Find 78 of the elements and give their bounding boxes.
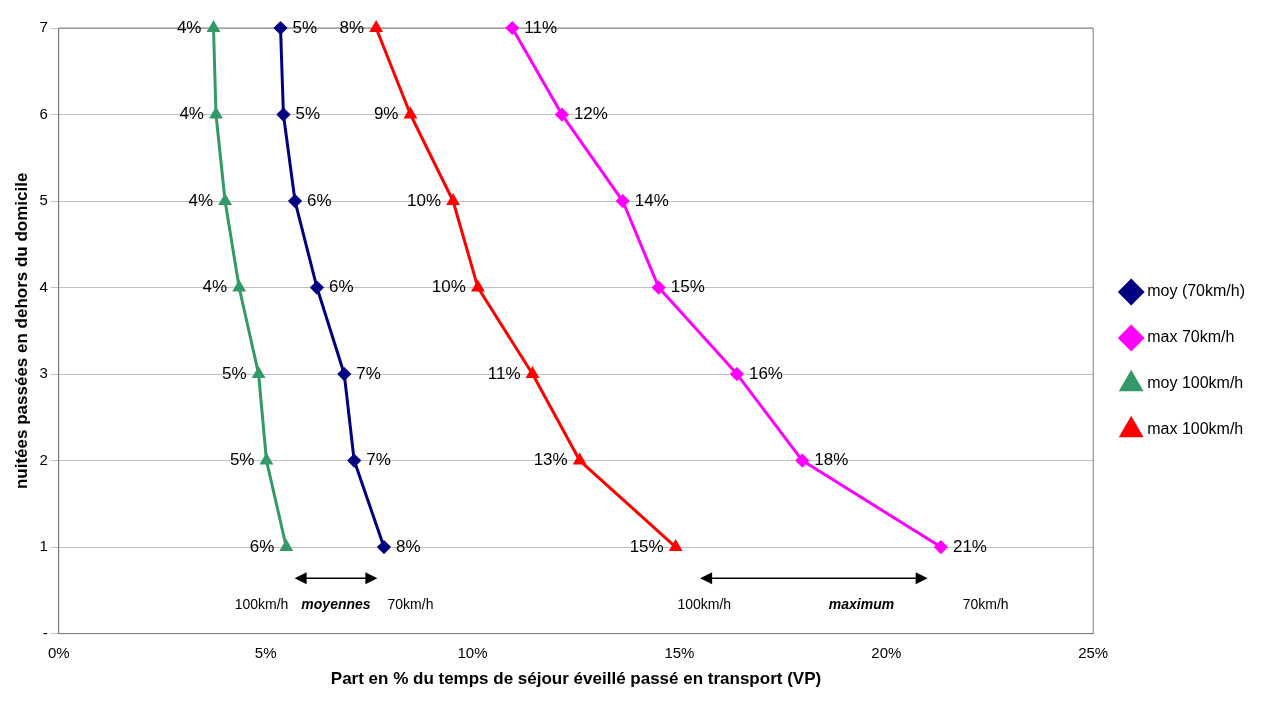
data-label: 6% [328, 277, 354, 297]
y-tick-label: 2 [39, 450, 48, 468]
data-label: 8% [339, 17, 365, 37]
point [616, 194, 630, 208]
y-tick-label: 4 [39, 277, 48, 295]
data-label: 4% [188, 190, 214, 210]
point [795, 454, 809, 468]
x-axis-title: Part en % du temps de séjour éveillé passé en transport (VP) [330, 669, 822, 689]
data-label: 11% [487, 363, 521, 383]
y-tick-label: 3 [39, 364, 48, 382]
point [555, 108, 569, 122]
data-label: 9% [373, 104, 399, 124]
y-tick-label: 6 [39, 104, 48, 122]
data-label: 5% [222, 363, 247, 383]
annotation: 100km/h [234, 595, 289, 612]
x-tick-label: 0% [47, 643, 70, 661]
data-label: 5% [292, 17, 318, 37]
point [669, 540, 682, 552]
point [652, 281, 666, 295]
annotation: moyennes [301, 595, 371, 612]
data-label: 11% [524, 17, 558, 37]
data-label: 10% [431, 277, 466, 297]
annotation: 70km/h [962, 595, 1009, 612]
point [377, 540, 391, 554]
data-label: 7% [366, 450, 391, 470]
point [252, 367, 265, 379]
point [337, 367, 351, 381]
annotation: 70km/h [387, 595, 434, 612]
data-label: 15% [670, 277, 705, 297]
data-label: 6% [249, 536, 275, 556]
data-label: 8% [395, 536, 421, 556]
point [210, 108, 222, 119]
data-label: 7% [356, 363, 381, 383]
x-tick-label: 20% [871, 643, 902, 661]
point [288, 194, 302, 208]
point [280, 540, 293, 552]
data-label: 4% [202, 277, 228, 297]
data-label: 12% [573, 104, 608, 124]
point [219, 194, 231, 206]
legend-label: moy (70km/h) [1147, 282, 1245, 300]
data-label: 15% [629, 536, 664, 556]
y-tick-label: 1 [39, 537, 48, 555]
point [526, 367, 539, 379]
annotation: maximum [828, 595, 895, 612]
data-label: 21% [952, 536, 987, 556]
point [207, 21, 220, 32]
data-label: 18% [814, 450, 849, 470]
x-tick-label: 15% [664, 643, 695, 661]
point [447, 194, 459, 206]
point [260, 454, 273, 465]
x-tick-label: 5% [254, 643, 277, 661]
point [730, 367, 744, 381]
point [505, 21, 519, 35]
legend-label: moy 100km/h [1147, 374, 1244, 392]
legend-label: max 70km/h [1147, 328, 1235, 346]
y-axis-title: nuitées passées en dehors du domicile [11, 172, 31, 490]
data-label: 16% [748, 363, 783, 383]
point [274, 21, 288, 35]
data-label: 13% [533, 450, 568, 470]
data-label: 6% [307, 190, 332, 210]
y-tick-label: 7 [39, 18, 48, 36]
point [347, 454, 361, 468]
data-label: 4% [179, 104, 204, 124]
point [310, 281, 324, 295]
point [276, 108, 290, 122]
data-label: 14% [634, 190, 669, 210]
x-tick-label: 10% [457, 643, 488, 661]
legend-label: max 100km/h [1147, 420, 1244, 438]
point [934, 540, 948, 554]
data-label: 5% [229, 450, 255, 470]
point [370, 21, 382, 32]
x-tick-label: 25% [1078, 643, 1109, 661]
y-tick-label: 5 [39, 191, 48, 209]
data-label: 4% [176, 17, 202, 37]
data-label: 5% [295, 104, 321, 124]
annotation: 100km/h [677, 595, 732, 612]
y-tick-label: - [42, 623, 48, 641]
data-label: 10% [407, 190, 442, 210]
